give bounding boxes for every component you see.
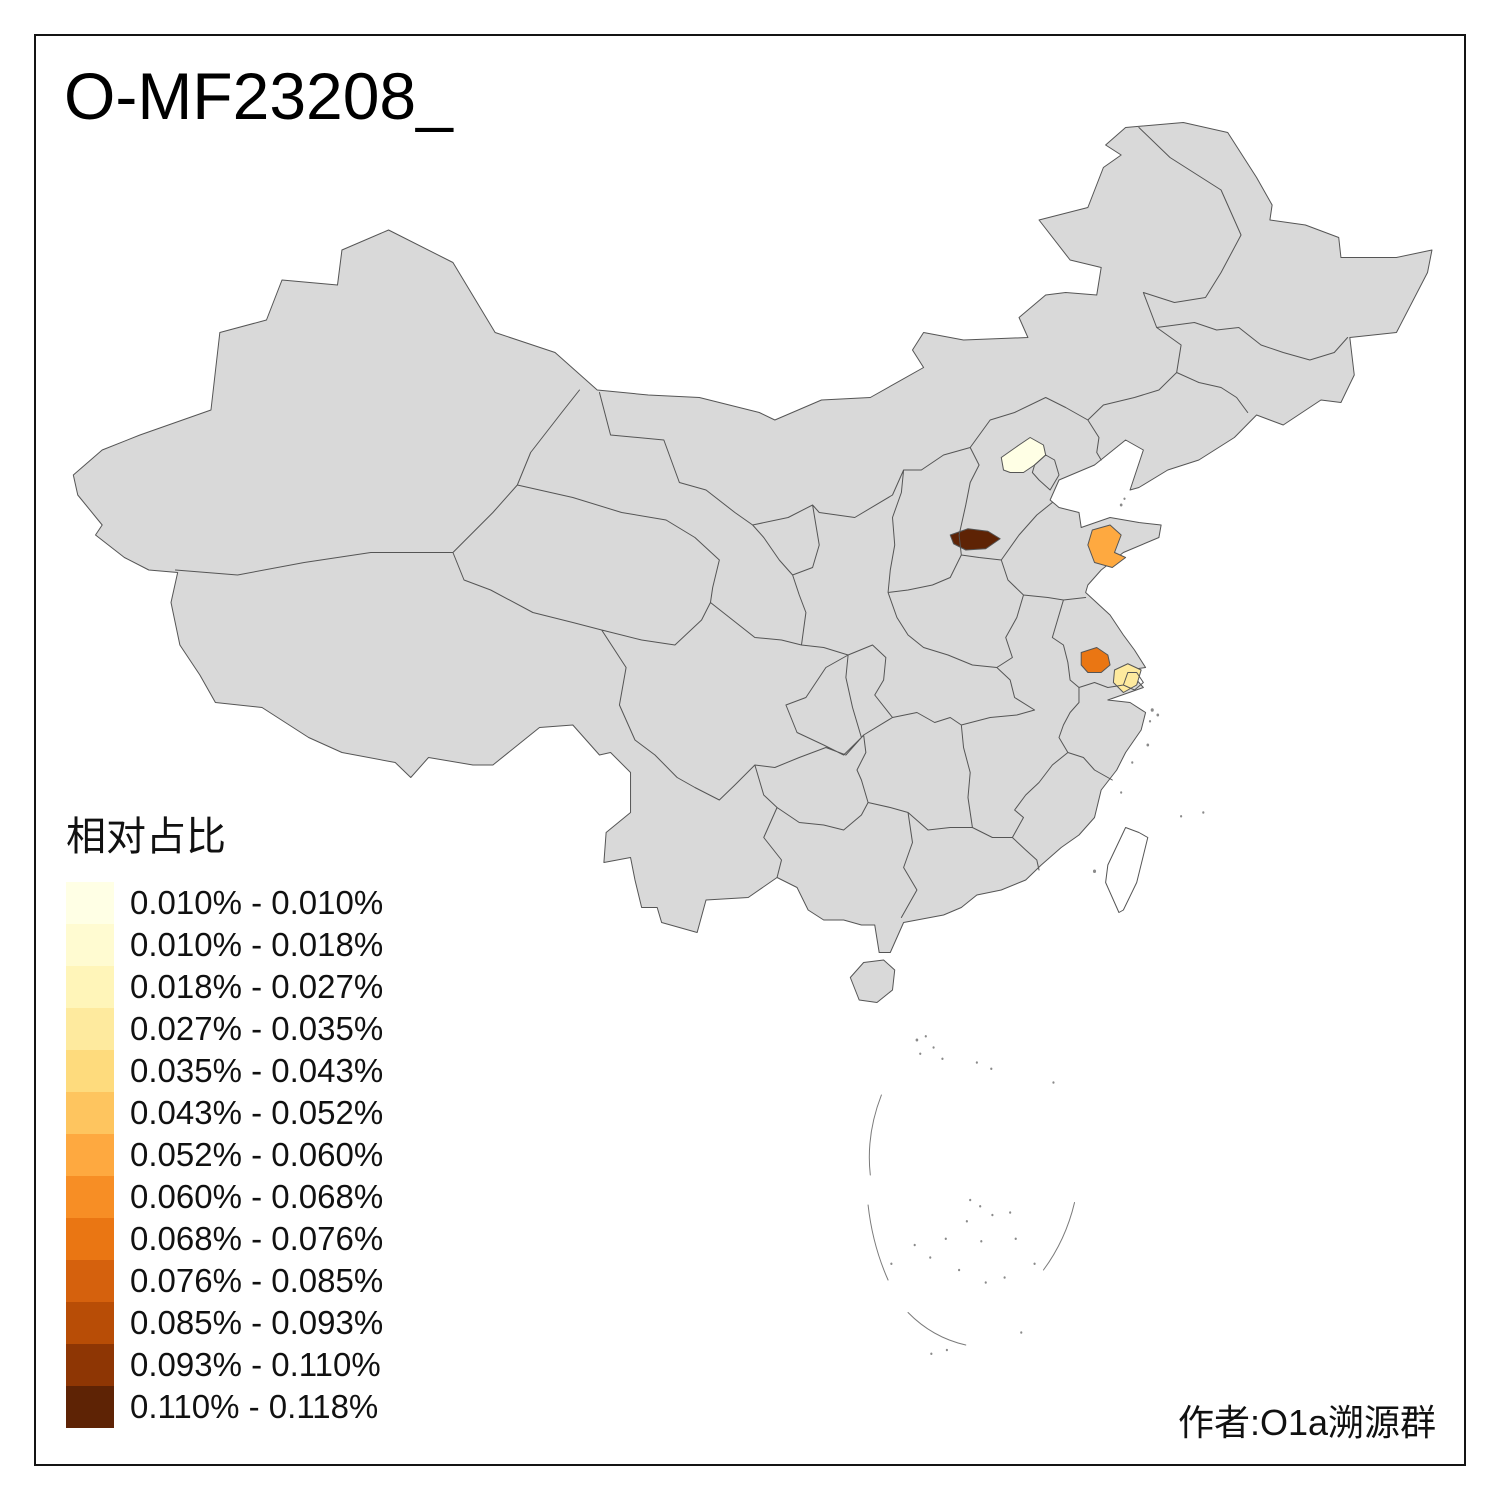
legend: 相对占比 0.010% - 0.010% 0.010% - 0.018% 0.018…: [66, 804, 383, 1428]
legend-row: 0.085% - 0.093%: [66, 1302, 383, 1344]
page-title: O-MF23208_: [64, 59, 453, 133]
highlighted-regions: [950, 437, 1141, 692]
legend-row: 0.052% - 0.060%: [66, 1134, 383, 1176]
author-credit: 作者:O1a溯源群: [1177, 1402, 1436, 1443]
legend-swatch: [66, 1176, 114, 1218]
region-south-hebei: [950, 529, 1000, 550]
legend-label: 0.043% - 0.052%: [130, 1094, 384, 1131]
small-islands: [890, 497, 1205, 1355]
legend-row: 0.068% - 0.076%: [66, 1218, 383, 1260]
legend-swatch: [66, 924, 114, 966]
province-borders: [175, 128, 1347, 918]
legend-swatch: [66, 1218, 114, 1260]
legend-label: 0.110% - 0.118%: [130, 1388, 379, 1425]
legend-row: 0.027% - 0.035%: [66, 1008, 383, 1050]
legend-row: 0.018% - 0.027%: [66, 966, 383, 1008]
legend-label: 0.010% - 0.018%: [130, 926, 384, 963]
legend-row: 0.110% - 0.118%: [66, 1386, 383, 1428]
legend-title: 相对占比: [66, 815, 226, 859]
legend-swatch: [66, 882, 114, 924]
legend-swatch: [66, 1386, 114, 1428]
legend-entries: 0.010% - 0.010% 0.010% - 0.018% 0.018% - 0…: [66, 882, 383, 1428]
region-south-jiangsu: [1081, 648, 1110, 673]
legend-row: 0.076% - 0.085%: [66, 1260, 383, 1302]
legend-row: 0.035% - 0.043%: [66, 1050, 383, 1092]
legend-label: 0.093% - 0.110%: [130, 1346, 381, 1383]
taiwan-island: [1106, 828, 1148, 913]
legend-label: 0.018% - 0.027%: [130, 968, 384, 1005]
legend-row: 0.043% - 0.052%: [66, 1092, 383, 1134]
region-beijing: [1001, 437, 1045, 472]
legend-swatch: [66, 1008, 114, 1050]
legend-label: 0.060% - 0.068%: [130, 1178, 384, 1215]
sea-boundary-dashes: [868, 1095, 1074, 1345]
legend-swatch: [66, 1260, 114, 1302]
legend-label: 0.010% - 0.010%: [130, 884, 384, 921]
legend-label: 0.027% - 0.035%: [130, 1010, 384, 1047]
legend-swatch: [66, 1092, 114, 1134]
legend-swatch: [66, 1344, 114, 1386]
legend-label: 0.035% - 0.043%: [130, 1052, 384, 1089]
region-shandong-peninsula: [1088, 525, 1126, 568]
legend-label: 0.052% - 0.060%: [130, 1136, 384, 1173]
legend-swatch: [66, 1302, 114, 1344]
legend-label: 0.068% - 0.076%: [130, 1220, 384, 1257]
legend-swatch: [66, 966, 114, 1008]
legend-row: 0.060% - 0.068%: [66, 1176, 383, 1218]
legend-swatch: [66, 1050, 114, 1092]
china-mainland-outline: [73, 123, 1432, 953]
hainan-island: [850, 960, 894, 1003]
legend-label: 0.085% - 0.093%: [130, 1304, 384, 1341]
legend-label: 0.076% - 0.085%: [130, 1262, 384, 1299]
legend-swatch: [66, 1134, 114, 1176]
legend-row: 0.093% - 0.110%: [66, 1344, 383, 1386]
legend-row: 0.010% - 0.018%: [66, 924, 383, 966]
legend-row: 0.010% - 0.010%: [66, 882, 383, 924]
